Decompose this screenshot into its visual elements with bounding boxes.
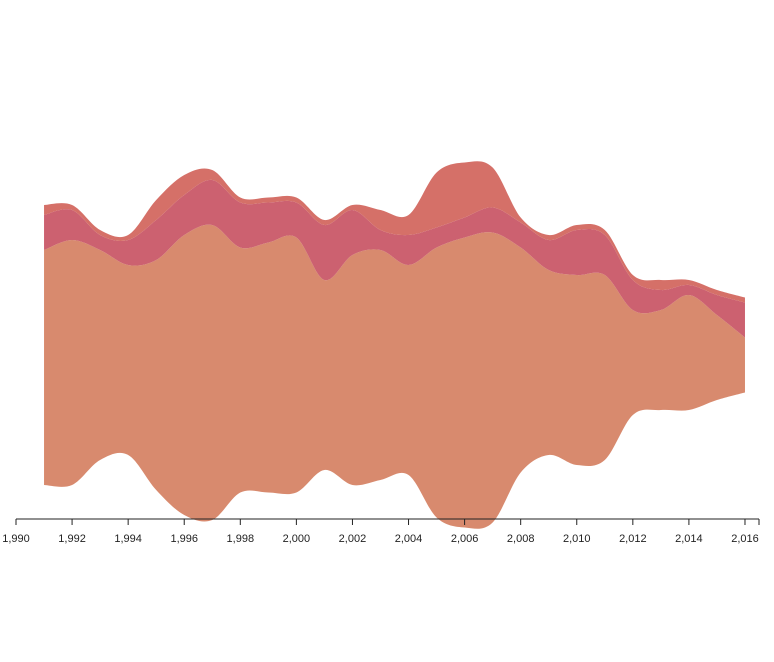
x-tick-label: 1,998 [227,533,255,545]
stream-layer-3 [44,161,745,303]
x-tick-label: 1,992 [58,533,86,545]
x-tick-label: 2,016 [731,533,759,545]
x-tick-label: 1,994 [114,533,142,545]
stream-areas [44,161,745,529]
x-axis: 1,990 1,992 1,994 1,996 1,998 2,000 2,002 2,004… [2,518,760,545]
x-tick-label: 2,000 [283,533,311,545]
x-tick-label: 2,002 [339,533,367,545]
x-tick-label: 2,014 [675,533,703,545]
x-tick-label: 2,012 [619,533,647,545]
x-tick-label: 2,006 [451,533,479,545]
x-tick-label: 1,996 [170,533,198,545]
x-tick-label: 2,010 [563,533,591,545]
stream-layer-2 [44,179,745,338]
stream-layer-1 [44,224,745,529]
x-axis-ticks: 1,990 1,992 1,994 1,996 1,998 2,000 2,002 2,004… [2,519,759,545]
x-tick-label: 1,990 [2,533,30,545]
x-tick-label: 2,004 [395,533,423,545]
x-tick-label: 2,008 [507,533,535,545]
